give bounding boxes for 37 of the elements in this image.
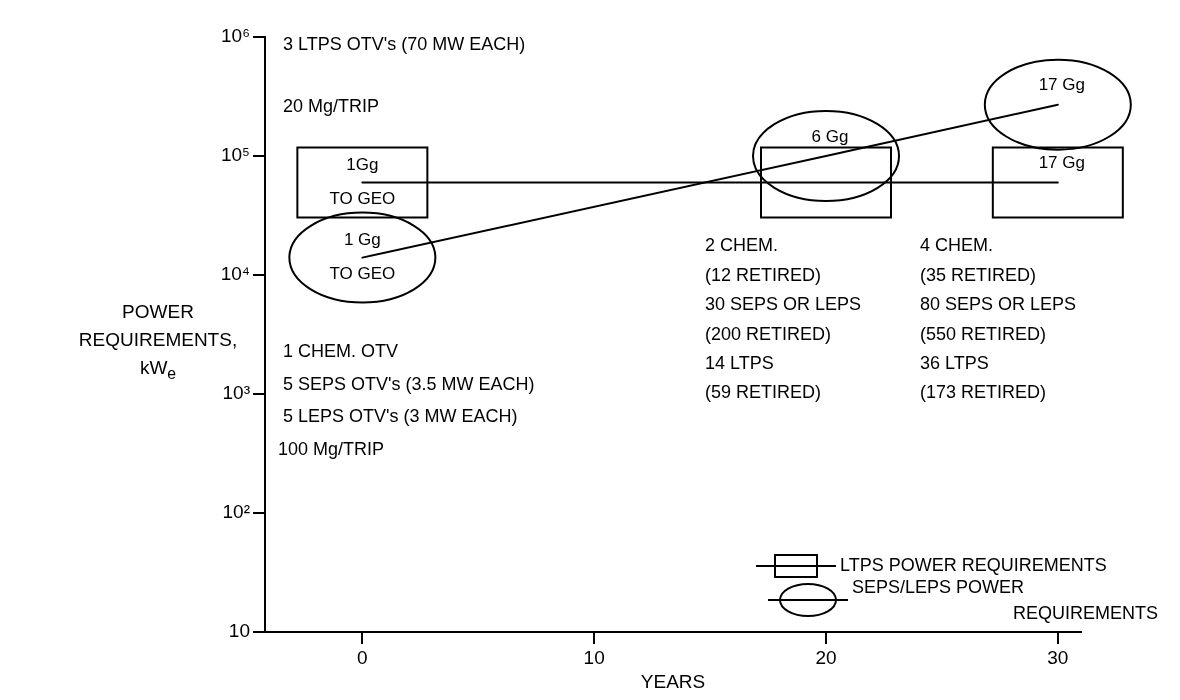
annotation: 3 LTPS OTV's (70 MW EACH) [283,33,526,54]
y-tick-label: 10² [222,501,250,523]
x-tick-label: 10 [583,646,605,668]
annotation: (35 RETIRED) [920,264,1037,285]
annotation: 2 CHEM. [705,234,779,255]
annotation: 4 CHEM. [920,234,994,255]
y-tick-label: 10⁶ [221,25,250,47]
y-tick-label: 10⁴ [220,263,250,285]
annotation: (550 RETIRED) [920,323,1047,344]
x-tick-label: 20 [815,646,837,668]
y-tick-label: 10⁵ [220,144,250,166]
legend-label: LTPS POWER REQUIREMENTS [840,554,1107,575]
annotation: 100 Mg/TRIP [278,438,385,459]
annotation: 17 Gg [1038,153,1085,173]
annotation: 80 SEPS OR LEPS [920,293,1077,314]
annotation: 6 Gg [811,126,849,146]
annotation: 1 CHEM. OTV [283,340,399,361]
annotation: 20 Mg/TRIP [283,95,380,116]
y-axis-title: POWER REQUIREMENTS, kW$_{e}$ [78,301,238,382]
y-tick-label: 10³ [222,382,250,404]
x-tick-label: 30 [1047,646,1069,668]
annotation: (12 RETIRED) [705,264,822,285]
annotation: 1 Gg TO GEO [329,230,396,284]
annotation: (173 RETIRED) [920,381,1047,402]
annotation: 30 SEPS OR LEPS [705,293,862,314]
annotation: 36 LTPS [920,352,989,373]
annotation: (200 RETIRED) [705,323,832,344]
x-axis-title: YEARS [640,670,706,692]
annotation: 1Gg TO GEO [329,155,396,209]
y-tick-label: 10 [228,620,250,642]
annotation: 17 Gg [1038,75,1085,95]
annotation: 5 SEPS OTV's (3.5 MW EACH) [283,373,535,394]
x-tick-label: 0 [357,646,368,668]
annotation: 14 LTPS [705,352,774,373]
annotation: (59 RETIRED) [705,381,822,402]
legend-label: SEPS/LEPS POWER REQUIREMENTS [852,576,1158,623]
annotation: 5 LEPS OTV's (3 MW EACH) [283,405,518,426]
